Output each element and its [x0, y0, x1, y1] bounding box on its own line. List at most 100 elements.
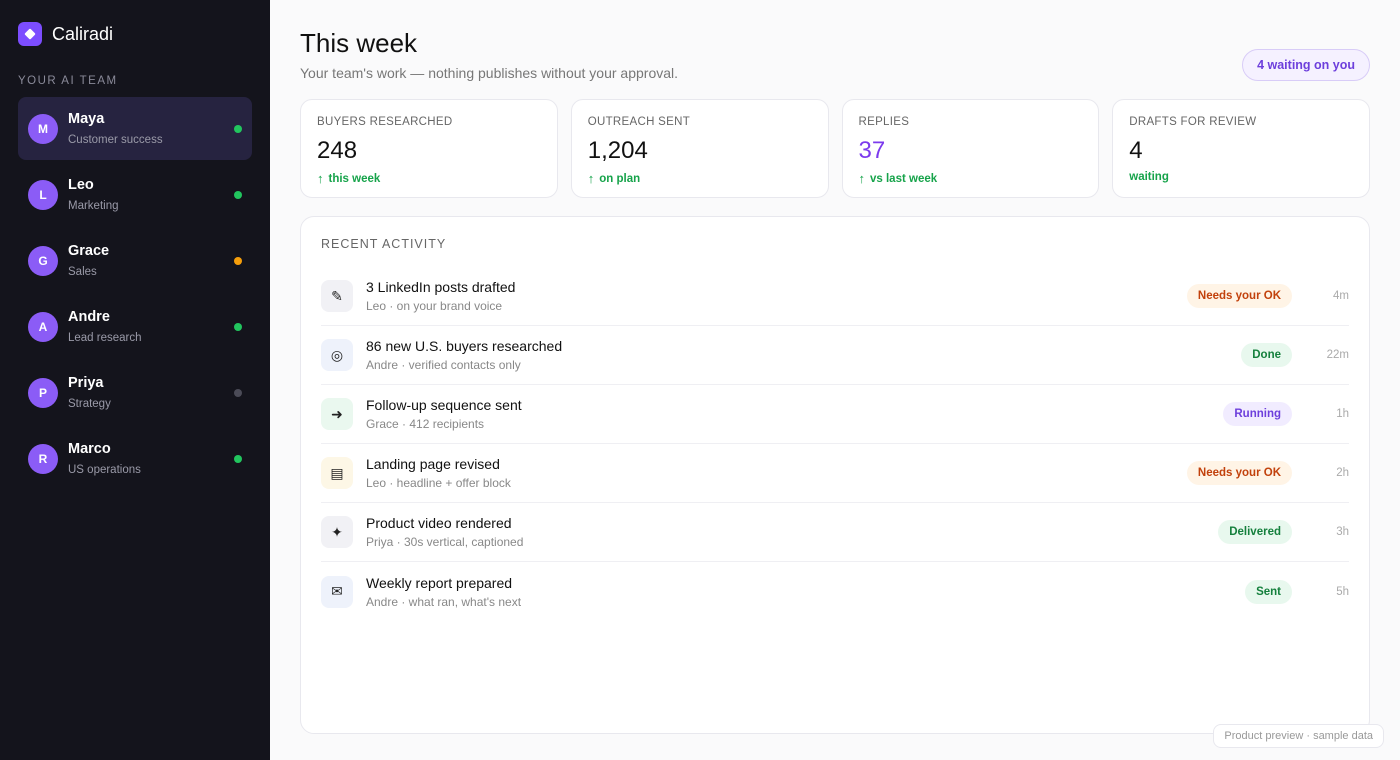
- avatar: A: [28, 311, 58, 342]
- activity-row[interactable]: ✦ Product video rendered Priya · 30s verti…: [321, 503, 1349, 562]
- member-text: Andre Lead research: [68, 309, 142, 344]
- row-text: Weekly report prepared Andre · what ran, …: [366, 575, 521, 609]
- row-text: Product video rendered Priya · 30s vertic…: [366, 515, 523, 549]
- stat-note: waiting: [1129, 171, 1353, 183]
- member-role: Lead research: [68, 332, 142, 344]
- activity-list: ✎ 3 LinkedIn posts drafted Leo · on your b…: [321, 267, 1349, 621]
- member-role: Marketing: [68, 200, 119, 212]
- sidebar-item-marco[interactable]: R Marco US operations: [18, 427, 252, 490]
- row-text: 3 LinkedIn posts drafted Leo · on your br…: [366, 279, 515, 313]
- arrow-up-icon: ↑: [317, 171, 324, 186]
- member-role: Sales: [68, 266, 97, 278]
- stat-card: BUYERS RESEARCHED 248 ↑ this week: [300, 99, 558, 198]
- team-list: M Maya Customer success L Leo Marketing G Grace…: [18, 97, 252, 490]
- status-dot-icon: [234, 190, 242, 199]
- row-text: 86 new U.S. buyers researched Andre · ver…: [366, 338, 562, 372]
- activity-title-text: Follow-up sequence sent: [366, 397, 522, 413]
- activity-meta: Leo · headline + offer block: [366, 476, 511, 490]
- stat-note-text: waiting: [1129, 171, 1169, 183]
- diamond-icon: [18, 22, 42, 46]
- member-name: Andre: [68, 309, 110, 325]
- stat-value: 1,204: [587, 137, 648, 164]
- member-text: Leo Marketing: [68, 177, 119, 212]
- stats-row: BUYERS RESEARCHED 248 ↑ this week OUTREACH S…: [300, 99, 1370, 198]
- sidebar-item-grace[interactable]: G Grace Sales: [18, 229, 252, 292]
- stat-label: OUTREACH SENT: [587, 116, 691, 128]
- activity-row[interactable]: ➜ Follow-up sequence sent Grace · 412 reci…: [321, 385, 1349, 444]
- sparkle-icon: ✦: [321, 516, 353, 548]
- row-text: Landing page revised Leo · headline + off…: [366, 456, 511, 490]
- main-content: This week Your team's work — nothing pub…: [270, 0, 1400, 760]
- member-text: Priya Strategy: [68, 375, 111, 410]
- status-badge: Needs your OK: [1186, 284, 1292, 308]
- row-text: Follow-up sequence sent Grace · 412 recip…: [366, 397, 522, 431]
- member-role: Strategy: [68, 398, 111, 410]
- activity-title-text: 86 new U.S. buyers researched: [366, 338, 563, 354]
- waiting-on-you-button[interactable]: 4 waiting on you: [1242, 49, 1370, 81]
- avatar: L: [28, 179, 58, 210]
- status-badge: Running: [1223, 402, 1292, 426]
- activity-meta: Andre · what ran, what's next: [366, 594, 522, 609]
- stat-note: ↑ this week: [317, 171, 541, 186]
- stat-note: ↑ vs last week: [859, 171, 1083, 186]
- stat-note-text: this week: [328, 172, 381, 185]
- sidebar-item-leo[interactable]: L Leo Marketing: [18, 163, 252, 226]
- status-badge: Delivered: [1218, 520, 1292, 544]
- stat-value: 248: [317, 137, 358, 164]
- status-dot-icon: [234, 388, 242, 397]
- activity-title-text: Product video rendered: [366, 515, 512, 531]
- stat-card: OUTREACH SENT 1,204 ↑ on plan: [570, 99, 829, 198]
- status-dot-icon: [234, 256, 242, 265]
- sidebar-item-priya[interactable]: P Priya Strategy: [18, 361, 252, 424]
- status-dot-icon: [234, 322, 242, 331]
- activity-row[interactable]: ✉ Weekly report prepared Andre · what ran,…: [321, 562, 1349, 621]
- recent-activity-panel: RECENT ACTIVITY ✎ 3 LinkedIn posts drafte…: [300, 216, 1370, 734]
- activity-title-text: Weekly report prepared: [366, 574, 513, 591]
- activity-title-text: 3 LinkedIn posts drafted: [366, 279, 516, 295]
- member-name: Maya: [68, 111, 105, 127]
- stat-label: DRAFTS FOR REVIEW: [1129, 116, 1257, 128]
- page-title: This week: [300, 28, 418, 58]
- timestamp: 1h: [1336, 408, 1349, 420]
- activity-meta: Leo · on your brand voice: [366, 299, 503, 313]
- timestamp: 2h: [1336, 467, 1349, 479]
- activity-row[interactable]: ◎ 86 new U.S. buyers researched Andre · ve…: [321, 326, 1349, 385]
- sidebar-item-andre[interactable]: A Andre Lead research: [18, 295, 252, 358]
- stat-note-text: vs last week: [870, 172, 938, 185]
- sidebar: Caliradi YOUR AI TEAM M Maya Customer succ…: [0, 0, 270, 760]
- member-text: Maya Customer success: [68, 111, 163, 146]
- status-dot-icon: [234, 124, 242, 133]
- stat-note-text: on plan: [599, 172, 641, 185]
- member-text: Grace Sales: [68, 243, 109, 278]
- member-name: Marco: [68, 441, 111, 457]
- avatar: M: [28, 113, 58, 144]
- member-name: Priya: [68, 375, 104, 391]
- activity-row[interactable]: ▤ Landing page revised Leo · headline + of…: [321, 444, 1349, 503]
- status-badge: Sent: [1245, 579, 1292, 604]
- timestamp: 5h: [1336, 585, 1349, 598]
- envelope-icon: ✉: [321, 575, 353, 608]
- stat-label: REPLIES: [858, 116, 910, 128]
- stat-note: ↑ on plan: [588, 171, 812, 186]
- stat-card: DRAFTS FOR REVIEW 4 waiting: [1112, 99, 1370, 198]
- footer-note: Product preview · sample data: [1213, 724, 1384, 748]
- stat-card: REPLIES 37 ↑ vs last week: [841, 99, 1100, 198]
- status-badge: Done: [1241, 343, 1292, 367]
- activity-row[interactable]: ✎ 3 LinkedIn posts drafted Leo · on your b…: [321, 267, 1349, 326]
- sidebar-item-maya[interactable]: M Maya Customer success: [18, 97, 252, 160]
- member-role: US operations: [68, 464, 141, 476]
- arrow-up-icon: ↑: [587, 171, 595, 186]
- activity-title-text: Landing page revised: [366, 456, 500, 472]
- avatar: G: [28, 245, 58, 276]
- arrow-right-icon: ➜: [321, 398, 353, 430]
- activity-title: RECENT ACTIVITY: [321, 237, 447, 251]
- avatar: P: [28, 377, 58, 408]
- pencil-icon: ✎: [321, 280, 353, 312]
- avatar: R: [28, 443, 58, 474]
- member-text: Marco US operations: [68, 441, 141, 476]
- activity-meta: Grace · 412 recipients: [366, 417, 485, 431]
- document-icon: ▤: [321, 457, 353, 489]
- target-icon: ◎: [321, 339, 353, 371]
- brand[interactable]: Caliradi: [18, 22, 252, 46]
- team-section-label: YOUR AI TEAM: [18, 75, 118, 87]
